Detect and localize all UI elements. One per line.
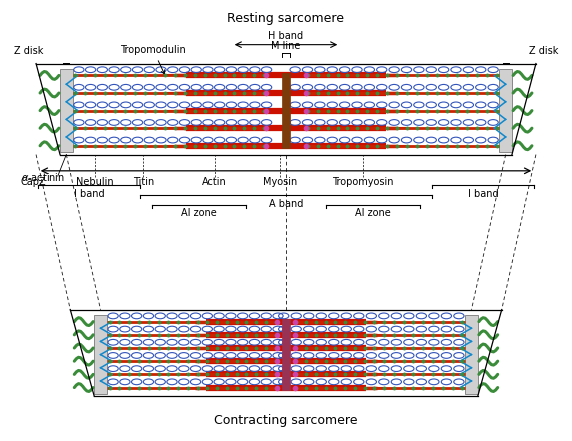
Text: Contracting sarcomere: Contracting sarcomere xyxy=(214,414,358,427)
Text: H band: H band xyxy=(268,31,304,41)
Text: Resting sarcomere: Resting sarcomere xyxy=(228,11,344,25)
Bar xyxy=(283,319,289,390)
Text: Nebulin: Nebulin xyxy=(76,176,114,187)
Bar xyxy=(499,69,512,152)
Text: AI zone: AI zone xyxy=(181,208,217,218)
Bar xyxy=(60,69,73,152)
Text: Myosin: Myosin xyxy=(263,176,297,187)
Text: Tropomodulin: Tropomodulin xyxy=(121,45,186,74)
Text: Actin: Actin xyxy=(202,176,227,187)
Text: Z disk: Z disk xyxy=(14,46,43,56)
Text: CapZ: CapZ xyxy=(21,176,46,187)
Text: I band: I band xyxy=(74,189,105,199)
Bar xyxy=(94,315,107,394)
Text: Titin: Titin xyxy=(133,176,154,187)
Text: A band: A band xyxy=(269,198,303,209)
Text: M line: M line xyxy=(271,41,301,51)
Text: I band: I band xyxy=(467,189,498,199)
Bar xyxy=(465,315,478,394)
Text: Z disk: Z disk xyxy=(529,46,558,56)
Bar xyxy=(283,73,289,148)
Text: $\alpha$-actinin: $\alpha$-actinin xyxy=(21,171,65,183)
Text: Tropomyosin: Tropomyosin xyxy=(332,176,394,187)
Text: AI zone: AI zone xyxy=(355,208,391,218)
